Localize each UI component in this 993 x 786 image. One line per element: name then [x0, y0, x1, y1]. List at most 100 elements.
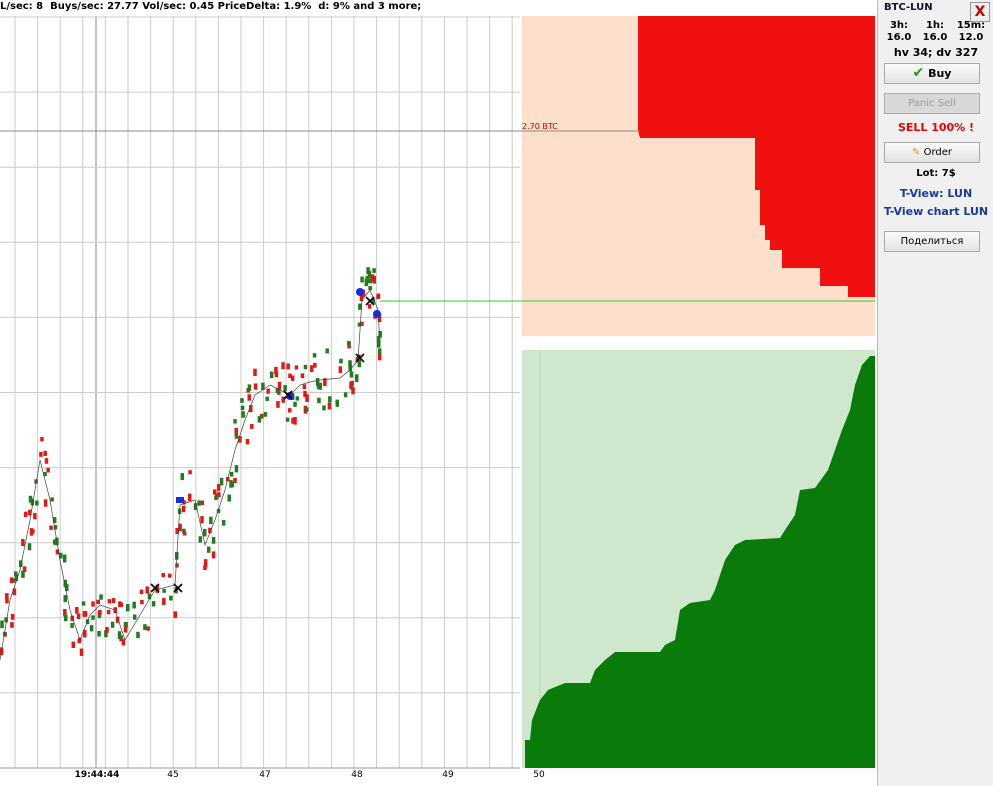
trade [63, 595, 67, 603]
trade [65, 584, 69, 592]
trade [253, 368, 257, 376]
trade [211, 551, 216, 559]
trade [104, 630, 108, 638]
trade [76, 613, 81, 619]
trade [62, 554, 67, 563]
trade [99, 594, 103, 600]
trade [124, 621, 128, 628]
close-button[interactable]: X [970, 2, 990, 22]
fill-mark [173, 583, 183, 593]
trade [43, 499, 48, 507]
sell-status: SELL 100% ! [897, 121, 975, 134]
trade [27, 543, 32, 551]
trade [317, 397, 321, 404]
trade [358, 303, 362, 310]
x-tick-label: 50 [533, 770, 545, 780]
trade [372, 268, 376, 273]
trade [357, 322, 362, 327]
trade [175, 528, 179, 535]
trade [288, 408, 292, 413]
price-line-label: 2.70 BTC [522, 122, 558, 131]
grid [0, 16, 541, 768]
trade [249, 405, 253, 413]
trade [50, 497, 54, 502]
trade [115, 616, 120, 623]
x-tick-label: 19:44:44 [75, 770, 120, 780]
trade [377, 314, 382, 323]
trade [325, 348, 329, 354]
trade [200, 500, 205, 506]
period-label: 3h: [889, 20, 909, 31]
trade [117, 631, 122, 640]
trade [79, 648, 84, 656]
trade [234, 433, 239, 439]
trade [275, 388, 280, 394]
trade [274, 371, 279, 378]
fill-mark [365, 296, 375, 306]
trade [291, 417, 295, 424]
trade [197, 500, 201, 506]
trade [132, 601, 136, 609]
trade [302, 384, 307, 390]
trade [234, 465, 239, 473]
trade [107, 599, 112, 604]
trade [5, 597, 9, 604]
trade [286, 363, 290, 370]
trade [162, 597, 166, 605]
trade [266, 388, 270, 394]
panic-sell-label: Panic Sell [908, 98, 956, 109]
trade [245, 439, 250, 445]
order-button[interactable]: ✎ Order [884, 142, 980, 163]
trade [63, 579, 68, 588]
trade [315, 378, 320, 386]
trade [40, 436, 44, 442]
trade [216, 484, 221, 491]
trade [288, 373, 292, 379]
buy-button[interactable]: ✔ Buy [884, 63, 980, 84]
trade [253, 383, 258, 390]
trade [188, 470, 192, 475]
trade [169, 595, 173, 601]
trade [219, 477, 224, 486]
trade [13, 571, 18, 577]
trade [83, 611, 88, 617]
x-axis-labels: 19:44:44 45 47 48 49 50 [75, 770, 545, 780]
stats: hv 34; dv 327 [893, 46, 979, 59]
trade [70, 615, 75, 621]
trade [71, 641, 76, 649]
trade [360, 276, 364, 283]
trade [335, 399, 340, 407]
trade [227, 494, 231, 502]
tview-chart-link[interactable]: T-View chart LUN [883, 205, 989, 218]
trade [143, 624, 147, 631]
trade [257, 416, 262, 423]
panic-sell-button[interactable]: Panic Sell [884, 93, 980, 114]
trade [281, 396, 285, 403]
trade [313, 362, 317, 368]
trade [208, 527, 212, 534]
trade [4, 617, 8, 623]
side-panel: BTC-LUN X 3h: 16.0 1h: 16.0 15m: 12.0 hv 34; … [877, 0, 993, 786]
share-button[interactable]: Поделиться [884, 231, 980, 252]
trade [21, 538, 25, 546]
trade [22, 566, 27, 573]
trade [339, 358, 343, 364]
trade [98, 609, 102, 616]
trade [180, 473, 185, 481]
trade [139, 589, 144, 595]
trade [198, 536, 203, 543]
trade [234, 427, 238, 436]
trade [126, 603, 130, 612]
period-label: 1h: [925, 20, 945, 31]
trade [376, 335, 381, 342]
trade [91, 601, 95, 607]
trade [281, 362, 285, 370]
trade [229, 480, 233, 488]
trade [371, 298, 376, 304]
trade [285, 417, 290, 422]
trade [77, 638, 81, 644]
trade [145, 586, 149, 594]
tview-link[interactable]: T-View: LUN [899, 187, 973, 200]
trade [200, 516, 204, 524]
